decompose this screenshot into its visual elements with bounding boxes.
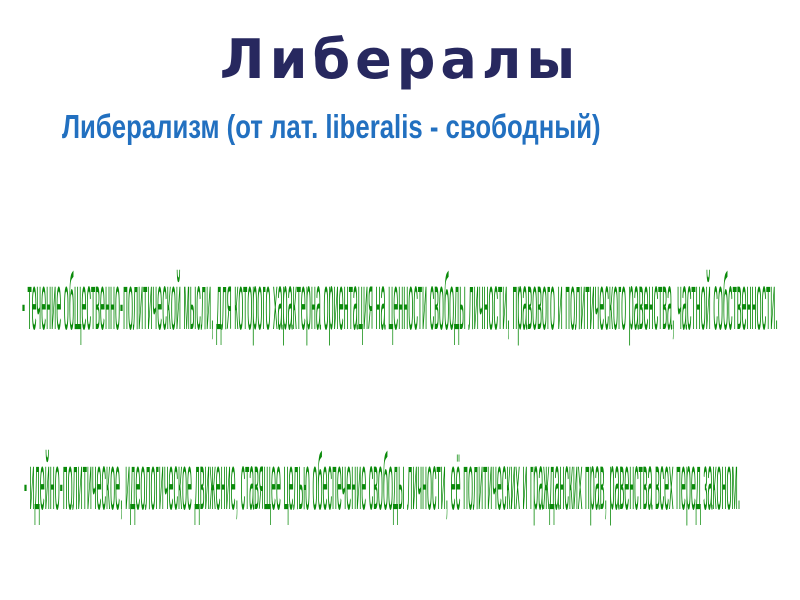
definition-2: - идейно-политическое, идеологическое дв… (24, 441, 741, 529)
definition-1: - течение общественно-политической мысли… (22, 261, 778, 349)
slide-title: Либералы (219, 28, 581, 91)
slide-subtitle: Либерализм (от лат. liberalis - свободны… (62, 108, 601, 145)
